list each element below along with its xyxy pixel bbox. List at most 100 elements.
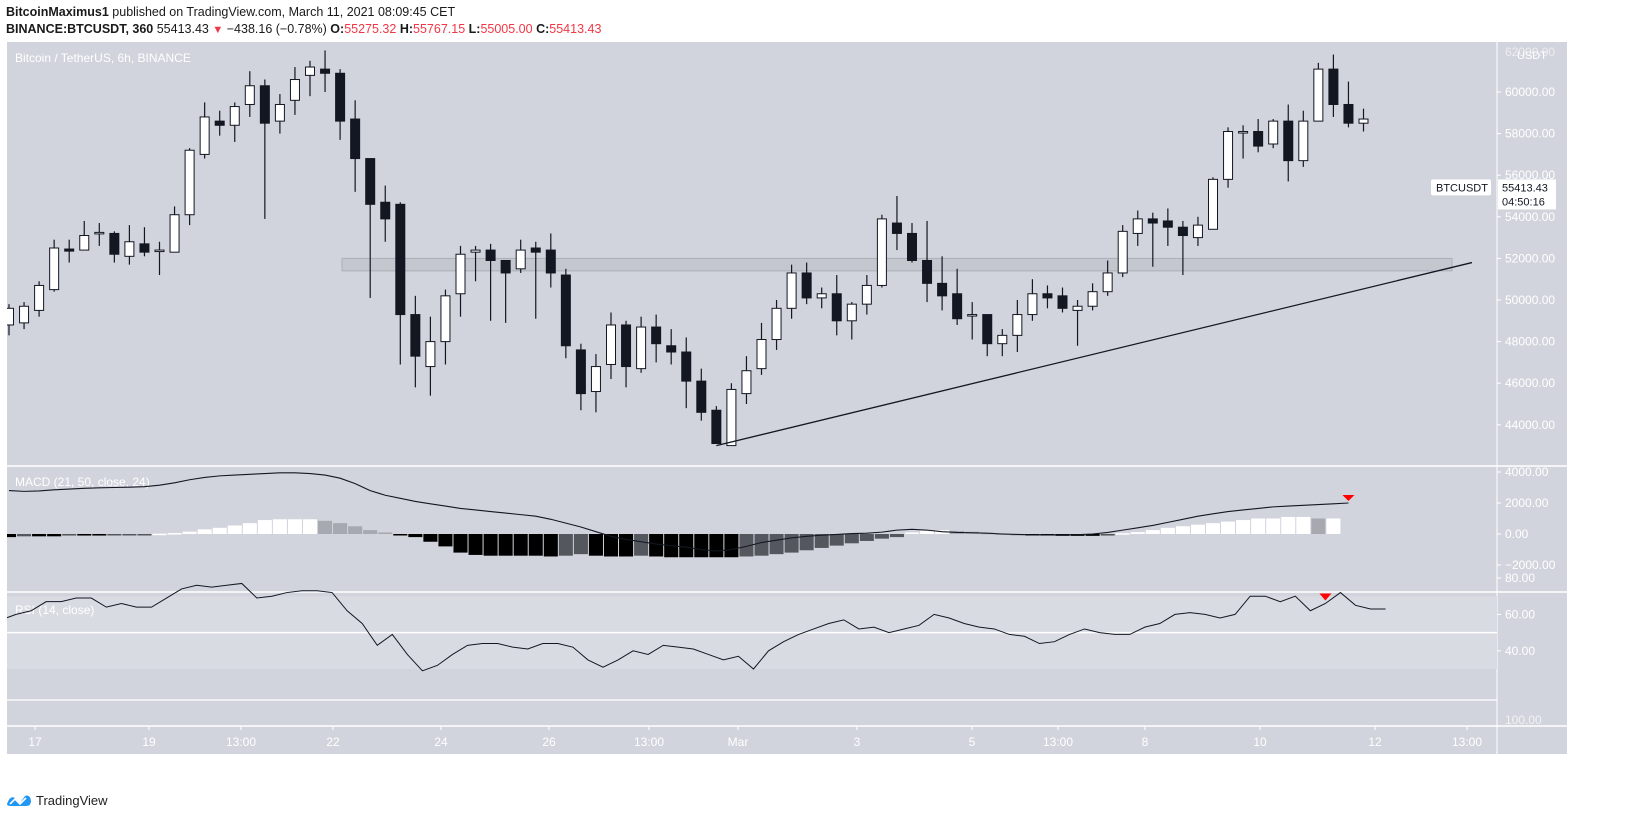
bull-candle-body [19,305,30,324]
macd-histogram-bar [1311,518,1326,534]
bear-candle-body [621,324,632,368]
macd-histogram-bar [167,533,182,535]
candle [666,329,677,365]
author-name[interactable]: BitcoinMaximus1 [6,5,109,19]
macd-histogram-bar [152,533,167,536]
bull-candle-body [1117,230,1128,274]
macd-histogram-bar [287,519,302,534]
macd-histogram-bar [137,534,152,536]
bear-candle-body [711,409,722,445]
macd-histogram-bar [558,534,573,556]
macd-histogram-bar [904,532,920,534]
bear-candle-body [380,201,391,220]
candle [500,259,511,323]
bull-candle-body [1012,314,1023,336]
price-tick-label: 44000.00 [1505,418,1555,432]
bear-candle-body [560,274,571,347]
bear-candle-body [1057,295,1068,309]
resistance-zone[interactable] [341,257,1453,272]
price-tick-label: 62000.00 [1505,45,1555,59]
macd-histogram-bar [1236,520,1251,534]
candle [1313,62,1324,122]
bear-candle-body [259,85,270,124]
bull-candle-body [289,79,300,101]
candle [109,231,120,263]
bearish-signal-triangle-icon [1319,593,1332,601]
candle [395,202,406,365]
open-value: 55275.32 [344,22,397,36]
macd-histogram-bar [874,534,889,539]
candle [124,225,135,265]
macd-histogram-bar [77,534,92,536]
macd-histogram-bar [769,534,784,555]
time-tick-label: 22 [326,735,340,749]
ascending-trendline[interactable] [716,261,1473,447]
price-tick-label: 58000.00 [1505,127,1555,141]
price-change: −438.16 (−0.78%) [226,22,327,36]
macd-histogram-bar [7,534,17,538]
macd-histogram-bar [1115,533,1130,535]
macd-histogram-bar [1281,516,1296,534]
bear-candle-body [696,380,707,413]
bear-candle-body [922,259,933,284]
candle [1057,287,1068,313]
bull-candle-body [1027,293,1038,316]
macd-histogram-bar [634,534,649,556]
rsi-tick-label: 40.00 [1505,644,1535,658]
price-badge [1498,179,1556,210]
bear-candle-body [350,118,361,160]
macd-histogram-bar [47,534,62,537]
symbol-badge-text: BTCUSDT [1436,182,1488,194]
macd-tick-label: 0.00 [1505,527,1529,541]
macd-histogram-bar [438,534,453,547]
bull-candle-body [1298,120,1309,162]
macd-histogram-bar [1100,534,1115,536]
macd-histogram-bar [242,523,257,534]
macd-histogram-bar [17,534,32,537]
macd-tick-label: −2000.00 [1505,558,1556,572]
candle [350,100,361,192]
footer-brand: TradingView [6,792,108,808]
bear-candle-body [1042,293,1053,299]
candle [1072,300,1083,346]
bear-candle-body [1147,218,1158,224]
bull-candle-body [741,370,752,395]
macd-histogram-bar [107,534,122,536]
macd-histogram-bar [679,534,694,558]
bull-candle-body [124,241,135,257]
candle [229,102,240,142]
bull-candle-body [154,249,165,253]
bear-candle-body [651,326,662,345]
candle [575,343,586,411]
bull-candle-body [771,307,782,341]
bear-candle-body [530,247,541,253]
macd-histogram-bar [378,532,393,534]
bear-candle-body [907,232,917,261]
candle [470,245,481,282]
bull-candle-body [305,66,315,76]
bull-candle-body [786,272,797,309]
bull-candle-body [1192,224,1203,239]
pane-title: Bitcoin / TetherUS, 6h, BINANCE [15,51,191,65]
bear-candle-body [801,272,812,299]
macd-histogram-bar [453,534,468,553]
time-tick-label: Mar [728,735,749,749]
candle [1117,225,1128,278]
candle [606,312,616,380]
tradingview-logo-icon [7,795,31,806]
macd-histogram-bar [333,523,348,534]
chart-canvas[interactable]: 60000.0058000.0056000.0054000.0052000.00… [7,42,1619,782]
macd-histogram-bar [468,534,483,555]
macd-histogram-bar [363,530,378,534]
bear-candle-body [214,120,225,126]
macd-histogram-bar [408,534,423,538]
low-label: L: [468,22,481,36]
rsi-tick-label: 80.00 [1505,571,1535,585]
candle [154,241,165,276]
bull-candle-body [199,116,210,155]
brand-name[interactable]: TradingView [36,792,108,808]
time-tick-label: 10 [1253,735,1267,749]
macd-histogram-bar [423,534,438,542]
candle [922,220,933,303]
symbol-badge [1431,179,1491,196]
